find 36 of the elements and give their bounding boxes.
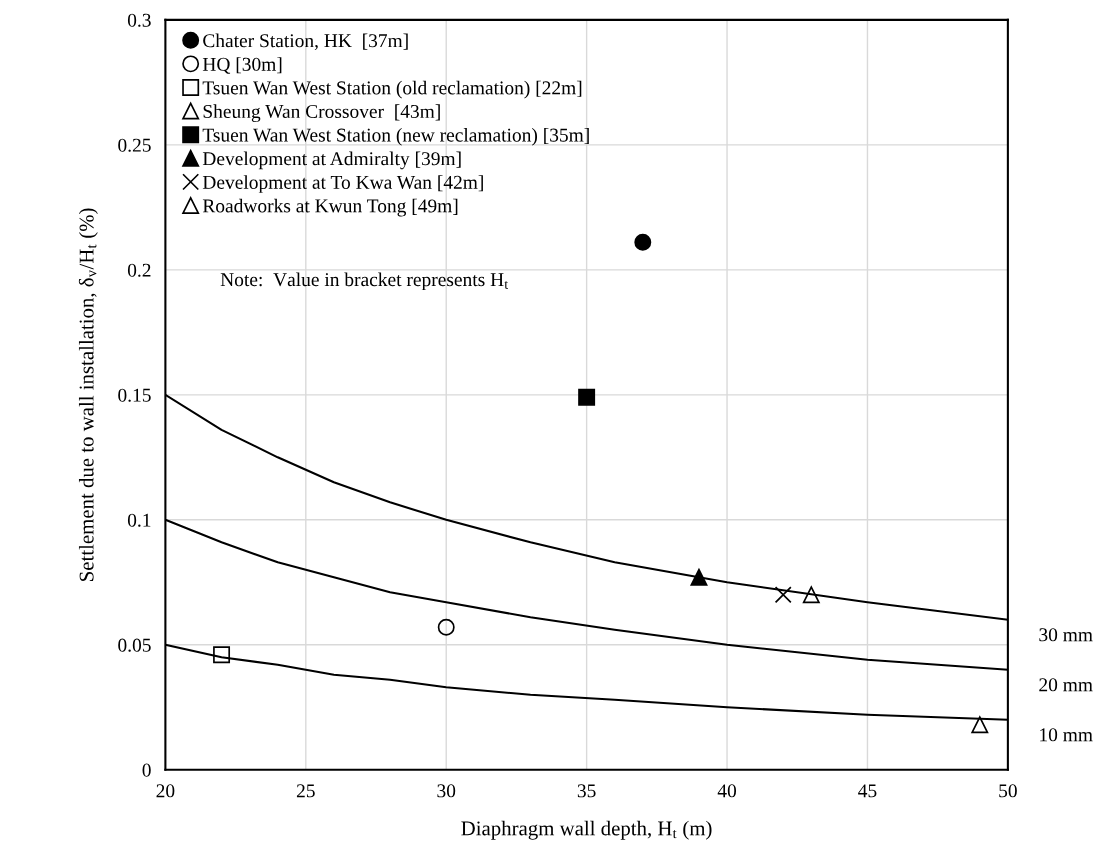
x-tick-label: 40 — [717, 784, 737, 798]
point — [213, 646, 231, 664]
point — [437, 618, 455, 636]
x-tick-label: 30 — [437, 784, 456, 798]
series-label: 10 mm — [1040, 728, 1093, 742]
y-tick-label: 0.15 — [118, 388, 151, 402]
series-label: 20 mm — [1039, 678, 1093, 692]
x-tick-label: 20 — [156, 784, 175, 798]
point — [774, 586, 792, 604]
y-axis-title: Settlement due to wall installation, δ$_{v}$/H$_{t}$ (%) — [78, 208, 98, 581]
y-tick-label: 0.05 — [118, 638, 151, 652]
point — [802, 586, 820, 604]
x-axis-title: Diaphragm wall depth, H$_{t}$ (m) — [461, 820, 712, 840]
legend-label: Development at To Kwa Wan [42m] — [202, 175, 483, 193]
y-tick-label: 0.1 — [127, 513, 151, 527]
legend-label: Tsuen Wan West Station (new reclamation) [35m] — [202, 127, 589, 146]
legend-label: Development at Admiralty [39m] — [202, 151, 461, 170]
point — [971, 716, 989, 734]
point — [634, 233, 652, 251]
y-tick-label: 0 — [142, 763, 151, 777]
annotation: Note: Value in bracket represents H$_{t}$ — [220, 272, 509, 291]
legend-label: HQ [30m] — [202, 57, 282, 74]
legend-label: Chater Station, HK [37m] — [203, 33, 408, 51]
y-tick-label: 0.2 — [127, 263, 151, 277]
x-tick-label: 25 — [296, 784, 315, 798]
legend-label: Roadworks at Kwun Tong [49m] — [202, 198, 458, 217]
series-label: 30 mm — [1039, 628, 1093, 642]
x-tick-label: 45 — [858, 784, 877, 798]
x-tick-label: 50 — [999, 784, 1017, 798]
point — [690, 568, 708, 586]
legend-label: Sheung Wan Crossover [43m] — [203, 104, 440, 123]
point — [578, 388, 596, 406]
y-tick-label: 0.3 — [127, 13, 151, 27]
x-tick-label: 35 — [577, 784, 596, 798]
y-tick-label: 0.25 — [118, 138, 151, 152]
legend-label: Tsuen Wan West Station (old reclamation) [22m] — [202, 80, 582, 99]
